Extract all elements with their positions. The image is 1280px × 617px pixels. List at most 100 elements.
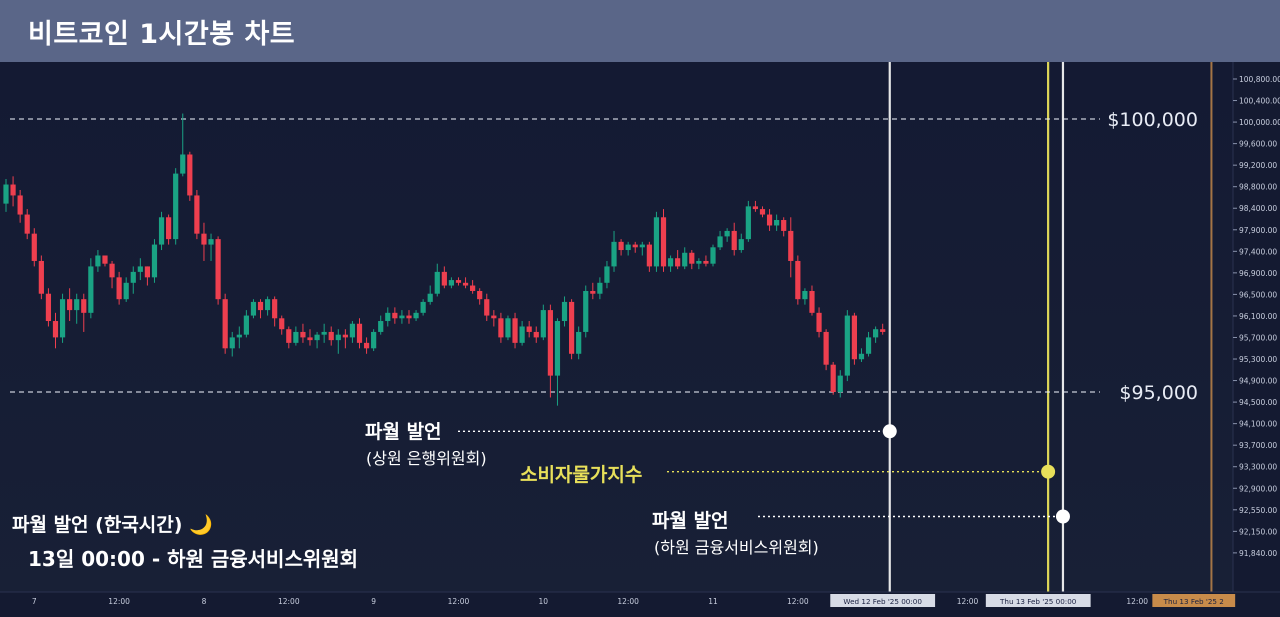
candle-2 <box>10 176 16 207</box>
candle-body <box>434 271 440 294</box>
candle-body <box>187 154 193 196</box>
candle-37 <box>257 299 264 319</box>
price-tick-label: 100,000.00 <box>1239 118 1280 127</box>
candle-7 <box>45 288 52 327</box>
candle-11 <box>74 293 80 324</box>
candle-body <box>406 315 412 319</box>
time-tick-label: 9 <box>371 597 376 606</box>
candle-75 <box>526 321 532 338</box>
time-tick-label: 11 <box>708 597 718 606</box>
candle-body <box>144 266 150 278</box>
candle-body <box>371 331 377 349</box>
candle-67 <box>470 280 476 294</box>
candle-body <box>17 195 23 215</box>
time-highlight-label: Thu 13 Feb '25 00:00 <box>999 597 1077 606</box>
candle-body <box>279 318 285 330</box>
note-line-2: 13일 00:00 - 하원 금융서비스위원회 <box>28 547 359 571</box>
candle-body <box>667 258 674 267</box>
time-highlight-1[interactable]: Wed 12 Feb '25 00:00 <box>830 594 936 607</box>
candle-98 <box>689 250 695 270</box>
candle-83 <box>583 285 589 338</box>
candle-body <box>547 310 553 376</box>
price-tick-label: 100,800.00 <box>1239 75 1280 84</box>
candle-56 <box>392 307 398 324</box>
candle-18 <box>123 277 129 302</box>
candle-21 <box>144 266 150 286</box>
candle-113 <box>795 255 801 305</box>
candle-66 <box>462 277 469 289</box>
candle-112 <box>788 217 794 278</box>
candle-body <box>45 293 52 322</box>
price-tick-label: 99,600.00 <box>1239 140 1277 149</box>
candle-body <box>399 315 405 319</box>
event-label-3: 파월 발언 <box>652 510 729 532</box>
price-tick-label: 99,200.00 <box>1239 161 1277 170</box>
candle-23 <box>158 211 165 251</box>
candle-80 <box>561 296 568 327</box>
candle-102 <box>717 230 723 251</box>
candle-body <box>441 271 447 286</box>
candle-120 <box>844 310 850 382</box>
candle-17 <box>116 271 122 305</box>
candle-122 <box>858 348 865 362</box>
candle-28 <box>194 189 200 240</box>
event-label-1: 파월 발언 <box>365 421 442 443</box>
candle-body <box>795 260 801 300</box>
candle-body <box>561 301 568 322</box>
candle-body <box>498 318 504 338</box>
candle-body <box>512 318 518 343</box>
candle-41 <box>286 326 292 349</box>
candle-body <box>653 217 660 267</box>
candle-body <box>752 206 759 210</box>
candle-43 <box>300 323 306 343</box>
candle-body <box>724 230 730 237</box>
event-label-2: 소비자물가지수 <box>520 464 643 486</box>
candle-body <box>774 220 780 226</box>
time-tick-label: 12:00 <box>108 597 130 606</box>
candle-46 <box>321 323 327 343</box>
candle-100 <box>703 255 709 267</box>
time-highlight-3[interactable]: Thu 13 Feb '25 00:00 <box>985 594 1091 607</box>
candle-29 <box>201 222 207 261</box>
time-tick-label: 12:00 <box>957 597 979 606</box>
event-sublabel-3: (하원 금융서비스위원회) <box>654 538 819 557</box>
candle-5 <box>31 228 37 267</box>
price-tick-label: 91,840.00 <box>1239 549 1277 558</box>
candle-body <box>123 282 129 300</box>
time-highlight-bg <box>1152 594 1236 607</box>
candle-72 <box>505 315 511 341</box>
candle-body <box>462 282 469 286</box>
candle-body <box>10 184 16 196</box>
candle-105 <box>738 233 744 253</box>
event-dot-1 <box>882 424 897 439</box>
time-highlight-4[interactable]: Thu 13 Feb '25 2 <box>1152 594 1236 607</box>
candle-62 <box>434 263 440 297</box>
candle-body <box>272 299 278 319</box>
candle-68 <box>477 288 483 305</box>
candle-body <box>597 282 603 294</box>
candle-body <box>307 337 313 341</box>
candle-101 <box>710 244 716 267</box>
candle-52 <box>363 337 370 354</box>
candle-115 <box>809 285 815 316</box>
candle-34 <box>236 326 242 349</box>
time-tick-label: 12:00 <box>617 597 639 606</box>
time-highlight-label: Thu 13 Feb '25 2 <box>1163 597 1224 606</box>
time-axis[interactable]: 7 12:00 8 12:00 9 12:00 10 12:00 11 12:00 12:00 12:… <box>0 591 1280 617</box>
candle-110 <box>774 214 780 231</box>
candle-84 <box>590 282 596 300</box>
candle-70 <box>491 310 497 327</box>
candle-body <box>639 244 645 248</box>
candle-97 <box>682 247 688 270</box>
candle-77 <box>540 304 546 341</box>
price-axis[interactable]: 100,800.00 100,400.00 100,000.00 99,600.00 9… <box>1232 62 1280 592</box>
candle-body <box>703 260 709 264</box>
candle-body <box>731 230 737 251</box>
candle-body <box>583 290 589 332</box>
candle-48 <box>335 329 341 354</box>
candle-91 <box>639 241 645 256</box>
candle-body <box>95 255 101 267</box>
candle-body <box>300 331 306 338</box>
candle-6 <box>38 255 44 300</box>
time-highlight-bg <box>985 594 1091 607</box>
